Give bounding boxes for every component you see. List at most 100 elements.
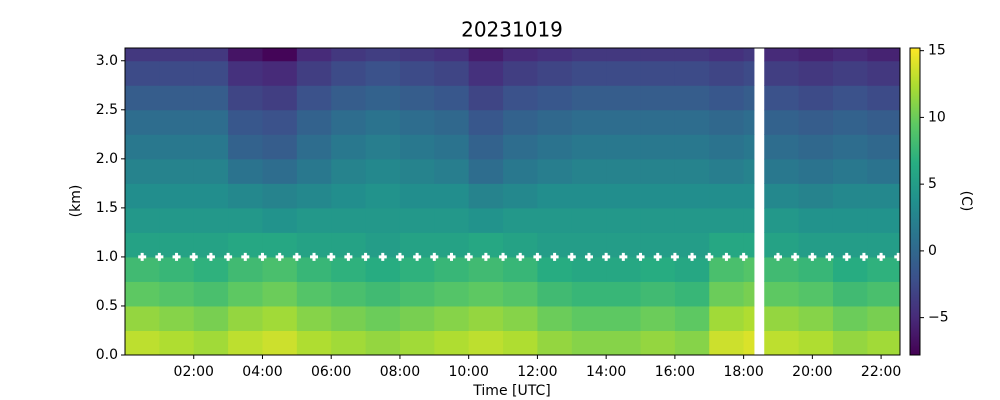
colorbar [909,47,921,356]
heatmap-cell [503,207,538,233]
heatmap-cell [228,281,263,307]
heatmap-cell [262,256,298,282]
heatmap-cell [743,207,755,233]
heatmap-cell [798,183,834,209]
heatmap-cell [331,134,367,160]
heatmap-cell [764,158,800,184]
heatmap-cell [867,207,901,233]
heatmap-cell [228,256,263,282]
heatmap-cell [571,183,607,209]
heatmap-cell [798,48,834,62]
heatmap-cell [331,48,367,62]
heatmap-cell [262,60,298,86]
heatmap-cell [503,330,538,356]
heatmap-cell [764,281,800,307]
marker [791,252,800,261]
heatmap-cell [159,158,195,184]
heatmap-cell [537,256,573,282]
heatmap-cell [867,85,901,111]
heatmap-cell [537,158,573,184]
marker [499,252,508,261]
heatmap-cell [764,134,800,160]
heatmap-cell [764,305,800,331]
heatmap-cell [674,330,710,356]
heatmap-cell [228,183,263,209]
marker [670,252,679,261]
marker [361,252,370,261]
marker [481,252,490,261]
heatmap-cell [640,281,676,307]
heatmap-cell [434,60,470,86]
heatmap-cell [709,158,745,184]
plot-frame [124,47,901,356]
heatmap-cell [606,109,642,135]
heatmap-cell [228,109,263,135]
x-tick-label: 02:00 [174,364,214,380]
heatmap-cell [709,281,745,307]
marker [877,252,886,261]
colorbar-tick-label: 5 [928,176,937,192]
heatmap-cell [867,330,901,356]
heatmap-cell [296,305,332,331]
heatmap-cell [399,48,435,62]
x-tick-label: 04:00 [242,364,282,380]
y-tick-label: 2.0 [96,151,118,167]
heatmap-cell [798,330,834,356]
heatmap-cell [743,60,755,86]
heatmap-cell [867,305,901,331]
heatmap-cell [228,330,263,356]
heatmap-cell [537,85,573,111]
heatmap-cell [571,60,607,86]
heatmap-cell [537,281,573,307]
heatmap-cell [709,305,745,331]
heatmap-cell [228,207,263,233]
heatmap-cell [503,60,538,86]
heatmap-cell [798,305,834,331]
heatmap-cell [571,109,607,135]
heatmap-cell [503,48,538,62]
heatmap-cell [571,134,607,160]
x-tick-label: 10:00 [449,364,489,380]
marker [705,252,714,261]
marker [808,252,817,261]
heatmap-cell [159,134,195,160]
heatmap-cell [798,109,834,135]
heatmap-cell [296,134,332,160]
y-tick-label: 3.0 [96,53,118,69]
heatmap-cell [296,256,332,282]
heatmap-cell [468,60,504,86]
marker [224,252,233,261]
heatmap-cell [296,330,332,356]
heatmap-cell [764,109,800,135]
heatmap-cell [399,330,435,356]
heatmap-cell [764,256,800,282]
heatmap-cell [764,330,800,356]
colorbar-tick-label: 15 [928,43,946,59]
heatmap-cell [468,183,504,209]
marker [619,252,628,261]
heatmap-cell [606,256,642,282]
heatmap-cell [674,158,710,184]
heatmap-cell [743,134,755,160]
heatmap-cell [331,85,367,111]
heatmap-cell [468,109,504,135]
chart-title: 20231019 [461,18,563,42]
heatmap-cell [468,207,504,233]
marker [258,252,267,261]
marker [859,252,868,261]
heatmap-cell [503,305,538,331]
heatmap-cell [193,256,229,282]
heatmap-cell [640,85,676,111]
heatmap-cell [228,60,263,86]
heatmap-cell [434,109,470,135]
heatmap-cell [399,158,435,184]
heatmap-cell [709,207,745,233]
heatmap-cell [743,256,755,282]
heatmap-cell [798,207,834,233]
heatmap-cell [365,256,401,282]
heatmap-cell [125,183,160,209]
heatmap-cell [867,60,901,86]
heatmap-cell [537,109,573,135]
heatmap-cell [365,305,401,331]
